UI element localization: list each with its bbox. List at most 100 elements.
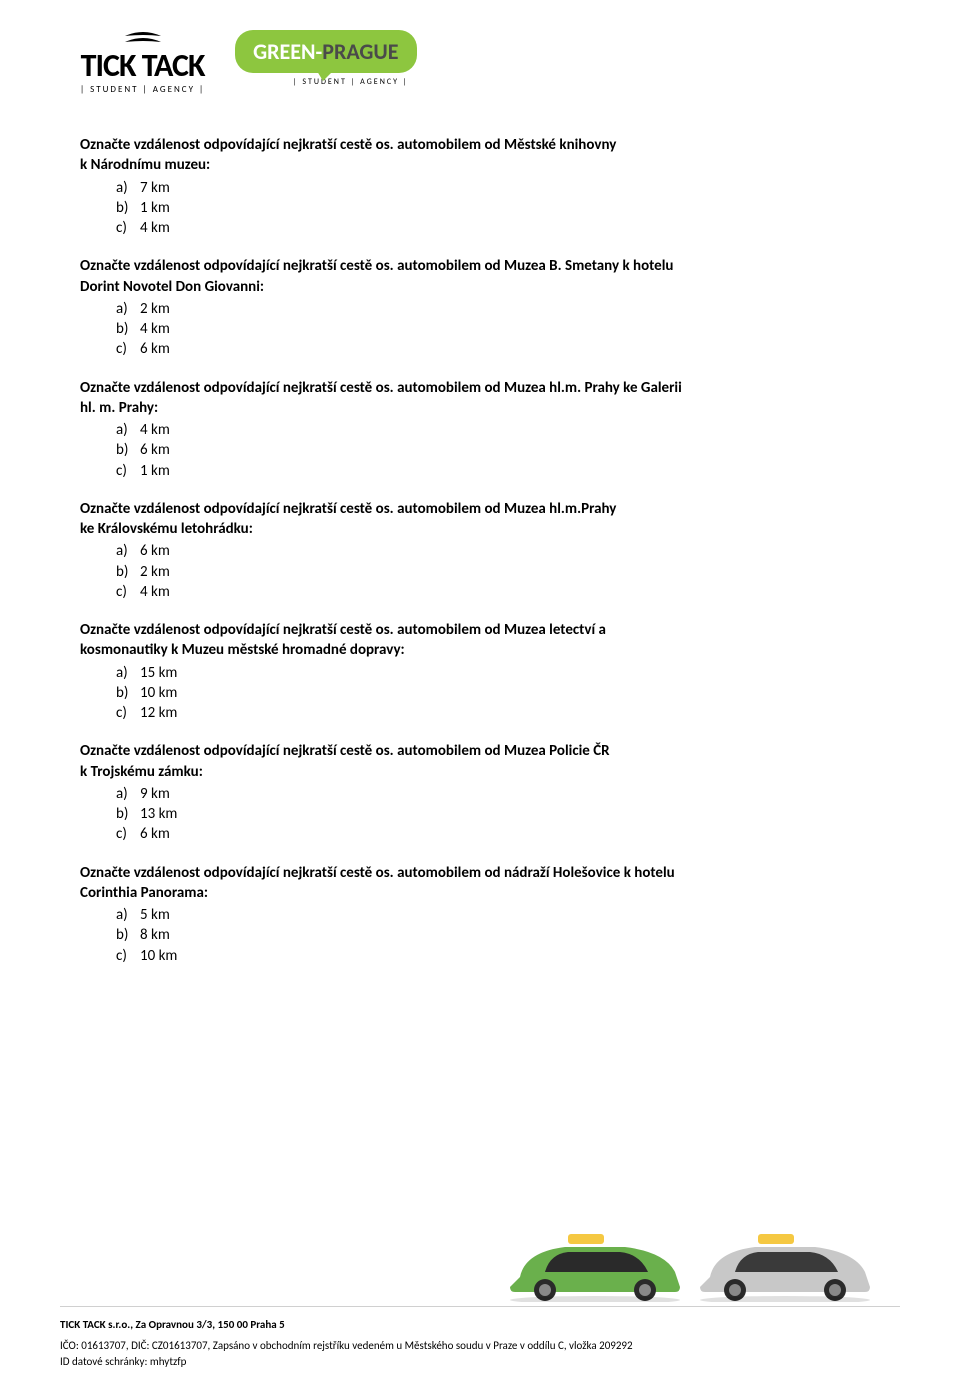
options-list: a)9 km b)13 km c)6 km — [80, 784, 880, 845]
question-prompt: Označte vzdálenost odpovídající nejkratš… — [80, 499, 880, 540]
option-label: c) — [116, 461, 140, 481]
option-label: a) — [116, 905, 140, 925]
option-item: a)7 km — [116, 178, 880, 198]
question-prompt: Označte vzdálenost odpovídající nejkratš… — [80, 863, 880, 904]
question-prompt-line: Označte vzdálenost odpovídající nejkratš… — [80, 257, 673, 275]
option-item: b)4 km — [116, 319, 880, 339]
option-value: 9 km — [140, 785, 170, 803]
question-prompt-line: Označte vzdálenost odpovídající nejkratš… — [80, 742, 610, 760]
option-label: a) — [116, 420, 140, 440]
question-block: Označte vzdálenost odpovídající nejkratš… — [80, 863, 880, 966]
option-item: c)12 km — [116, 703, 880, 723]
options-list: a)4 km b)6 km c)1 km — [80, 420, 880, 481]
option-label: a) — [116, 663, 140, 683]
option-item: a)5 km — [116, 905, 880, 925]
option-value: 4 km — [140, 320, 170, 338]
option-value: 6 km — [140, 542, 170, 560]
question-block: Označte vzdálenost odpovídající nejkratš… — [80, 499, 880, 602]
option-label: a) — [116, 541, 140, 561]
question-block: Označte vzdálenost odpovídající nejkratš… — [80, 378, 880, 481]
option-item: c)6 km — [116, 339, 880, 359]
question-prompt-line: Označte vzdálenost odpovídající nejkratš… — [80, 379, 682, 397]
question-prompt-line: ke Královskému letohrádku: — [80, 520, 253, 538]
question-prompt-line: k Trojskému zámku: — [80, 763, 203, 781]
option-label: c) — [116, 824, 140, 844]
question-prompt: Označte vzdálenost odpovídající nejkratš… — [80, 256, 880, 297]
option-value: 2 km — [140, 563, 170, 581]
options-list: a)7 km b)1 km c)4 km — [80, 178, 880, 239]
option-label: b) — [116, 562, 140, 582]
question-prompt-line: k Národnímu muzeu: — [80, 156, 210, 174]
option-value: 8 km — [140, 926, 170, 944]
green-text-green: GREEN- — [253, 38, 322, 65]
question-prompt: Označte vzdálenost odpovídající nejkratš… — [80, 620, 880, 661]
option-label: c) — [116, 703, 140, 723]
question-prompt-line: Dorint Novotel Don Giovanni: — [80, 278, 264, 296]
option-label: b) — [116, 925, 140, 945]
question-prompt: Označte vzdálenost odpovídající nejkratš… — [80, 741, 880, 782]
option-item: c)10 km — [116, 946, 880, 966]
option-value: 12 km — [140, 704, 177, 722]
footer-legal-line: IČO: 01613707, DIČ: CZ01613707, Zapsáno … — [60, 1338, 900, 1353]
question-prompt-line: Označte vzdálenost odpovídající nejkratš… — [80, 136, 616, 154]
option-label: b) — [116, 198, 140, 218]
question-prompt-line: hl. m. Prahy: — [80, 399, 158, 417]
footer-company: TICK TACK s.r.o., Za Opravnou 3/3, 150 0… — [60, 1317, 900, 1332]
option-value: 1 km — [140, 199, 170, 217]
option-item: a)15 km — [116, 663, 880, 683]
option-label: b) — [116, 319, 140, 339]
option-item: c)1 km — [116, 461, 880, 481]
option-value: 10 km — [140, 947, 177, 965]
option-item: b)13 km — [116, 804, 880, 824]
options-list: a)5 km b)8 km c)10 km — [80, 905, 880, 966]
option-item: a)9 km — [116, 784, 880, 804]
question-block: Označte vzdálenost odpovídající nejkratš… — [80, 135, 880, 238]
footer: TICK TACK s.r.o., Za Opravnou 3/3, 150 0… — [0, 1212, 960, 1399]
green-badge: GREEN-PRAGUE — [235, 30, 416, 73]
question-block: Označte vzdálenost odpovídající nejkratš… — [80, 620, 880, 723]
option-value: 13 km — [140, 805, 177, 823]
option-label: b) — [116, 440, 140, 460]
ticktack-logo-text: TICK TACK — [81, 50, 205, 82]
footer-cars-area — [0, 1212, 960, 1302]
ticktack-sublabel: | STUDENT | AGENCY | — [80, 84, 205, 95]
option-label: a) — [116, 299, 140, 319]
option-label: c) — [116, 218, 140, 238]
question-prompt-line: Označte vzdálenost odpovídající nejkratš… — [80, 500, 616, 518]
question-prompt: Označte vzdálenost odpovídající nejkratš… — [80, 135, 880, 176]
option-item: c)6 km — [116, 824, 880, 844]
option-label: a) — [116, 178, 140, 198]
option-item: b)10 km — [116, 683, 880, 703]
question-prompt-line: kosmonautiky k Muzeu městské hromadné do… — [80, 641, 405, 659]
option-label: c) — [116, 582, 140, 602]
option-item: c)4 km — [116, 218, 880, 238]
option-item: b)1 km — [116, 198, 880, 218]
option-item: b)8 km — [116, 925, 880, 945]
option-value: 4 km — [140, 219, 170, 237]
option-value: 15 km — [140, 664, 177, 682]
options-list: a)2 km b)4 km c)6 km — [80, 299, 880, 360]
green-text-prague: PRAGUE — [322, 38, 398, 65]
options-list: a)15 km b)10 km c)12 km — [80, 663, 880, 724]
option-value: 5 km — [140, 906, 170, 924]
option-value: 2 km — [140, 300, 170, 318]
option-value: 4 km — [140, 583, 170, 601]
option-value: 6 km — [140, 825, 170, 843]
options-list: a)6 km b)2 km c)4 km — [80, 541, 880, 602]
logo-ticktack: TICK TACK | STUDENT | AGENCY | — [80, 30, 205, 95]
option-value: 6 km — [140, 340, 170, 358]
option-item: b)6 km — [116, 440, 880, 460]
option-value: 7 km — [140, 179, 170, 197]
option-label: c) — [116, 946, 140, 966]
question-prompt-line: Označte vzdálenost odpovídající nejkratš… — [80, 864, 675, 882]
taxi-car-green-icon — [500, 1232, 690, 1302]
option-value: 6 km — [140, 441, 170, 459]
question-prompt: Označte vzdálenost odpovídající nejkratš… — [80, 378, 880, 419]
option-item: a)6 km — [116, 541, 880, 561]
option-value: 4 km — [140, 421, 170, 439]
option-item: c)4 km — [116, 582, 880, 602]
option-value: 10 km — [140, 684, 177, 702]
logo-green-prague: GREEN-PRAGUE | STUDENT | AGENCY | — [235, 30, 416, 87]
question-block: Označte vzdálenost odpovídající nejkratš… — [80, 256, 880, 359]
option-label: b) — [116, 804, 140, 824]
